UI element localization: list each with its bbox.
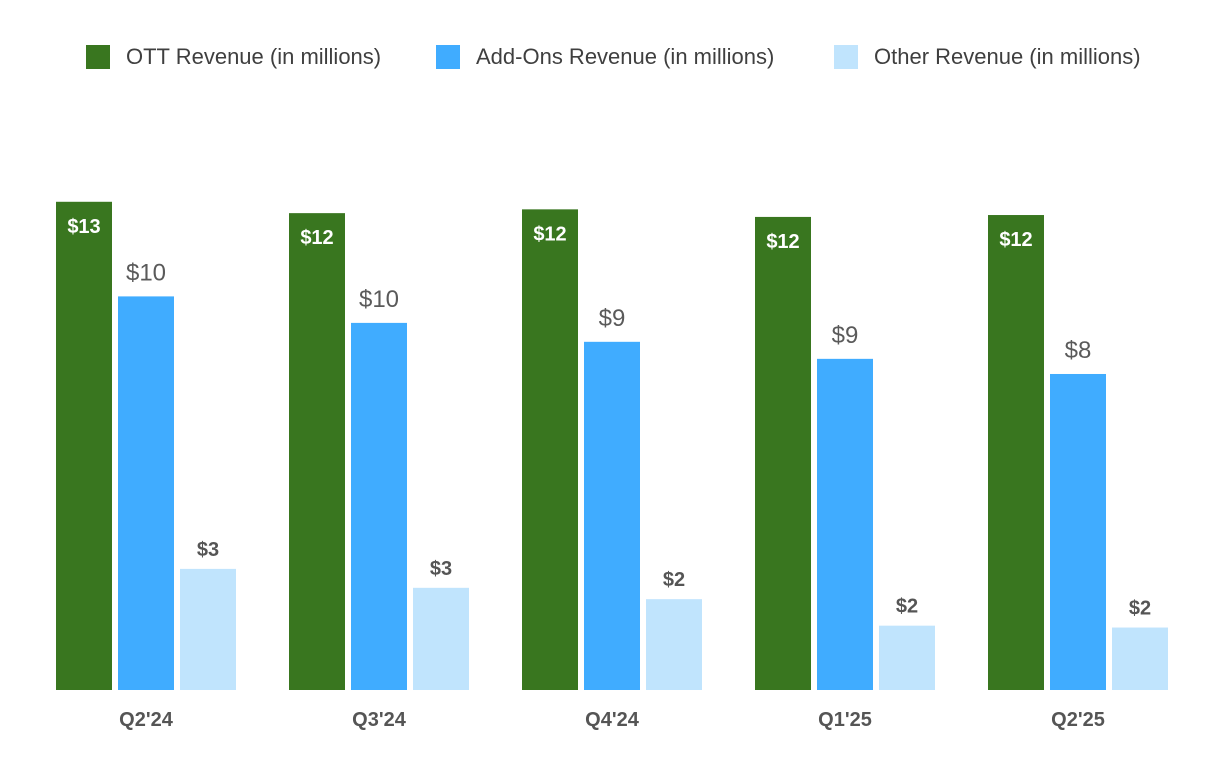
bar-other-0 [180,568,236,690]
value-label-addons-0: $10 [126,259,166,286]
value-labels-group: $13 $10 $3 $12 $10 $3 $12 $9 $2 $12 $9 $2 $12 $8 $2 [67,216,1151,620]
legend-label-ott: OTT Revenue (in millions) [126,44,381,69]
x-axis-ticks: Q2'24 Q3'24 Q4'24 Q1'25 Q2'25 [119,709,1105,731]
legend-swatch-addons [436,45,460,69]
value-label-other-1: $3 [430,558,452,580]
bar-ott-2 [522,209,578,690]
bar-addons-0 [118,296,174,690]
legend-label-addons: Add-Ons Revenue (in millions) [476,44,774,69]
value-label-other-2: $2 [663,569,685,591]
bar-ott-0 [56,201,112,691]
x-tick-label-3: Q1'25 [818,709,872,731]
bar-other-1 [413,587,469,690]
value-label-ott-1: $12 [300,227,333,249]
x-tick-label-2: Q4'24 [585,709,640,731]
bars-group [56,201,1168,691]
value-label-ott-0: $13 [67,216,100,238]
legend-label-other: Other Revenue (in millions) [874,44,1141,69]
value-label-other-0: $3 [197,539,219,561]
value-label-addons-1: $10 [359,286,399,313]
value-label-ott-3: $12 [766,231,799,253]
x-tick-label-4: Q2'25 [1051,709,1105,731]
bar-ott-3 [755,216,811,690]
x-tick-label-0: Q2'24 [119,709,174,731]
bar-other-2 [646,599,702,690]
x-tick-label-1: Q3'24 [352,709,407,731]
bar-ott-1 [289,213,345,690]
bar-addons-3 [817,358,873,690]
bar-addons-4 [1050,373,1106,690]
value-label-ott-4: $12 [999,229,1032,251]
legend: OTT Revenue (in millions) Add-Ons Revenu… [86,44,1141,69]
value-label-addons-3: $9 [832,322,859,349]
legend-swatch-other [834,45,858,69]
value-label-addons-4: $8 [1065,337,1092,364]
bar-addons-2 [584,341,640,690]
bar-other-4 [1112,627,1168,690]
value-label-other-4: $2 [1129,598,1151,620]
value-label-addons-2: $9 [599,305,626,332]
value-label-other-3: $2 [896,596,918,618]
bar-addons-1 [351,322,407,690]
bar-other-3 [879,625,935,690]
bar-ott-4 [988,215,1044,690]
legend-swatch-ott [86,45,110,69]
value-label-ott-2: $12 [533,223,566,245]
